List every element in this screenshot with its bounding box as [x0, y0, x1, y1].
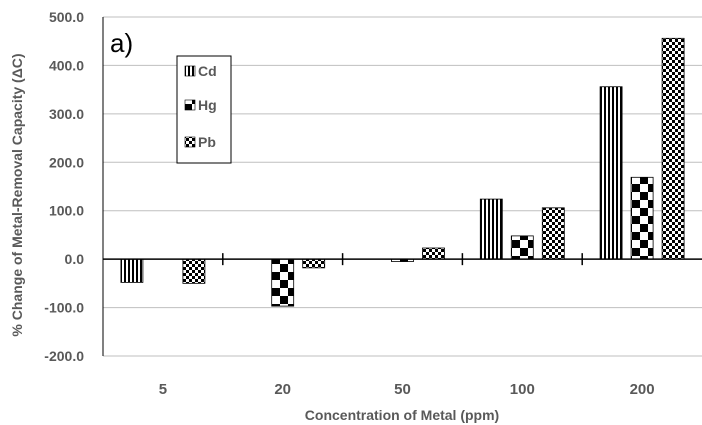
legend-label-pb: Pb	[198, 134, 216, 150]
y-tick-label: 200.0	[49, 154, 84, 170]
y-tick-label: 0.0	[65, 251, 85, 267]
y-tick-label: 300.0	[49, 106, 84, 122]
legend-swatch-pb	[184, 136, 196, 148]
bar-hg-100	[510, 235, 534, 260]
y-tick-label: 400.0	[49, 57, 84, 73]
y-tick-label: -200.0	[44, 348, 84, 364]
axes	[102, 17, 702, 356]
x-axis-title: Concentration of Metal (ppm)	[305, 407, 499, 423]
legend-label-hg: Hg	[198, 97, 217, 113]
y-axis-title: % Change of Metal-Removal Capacity (ΔC)	[9, 53, 25, 336]
x-tick-labels: 5 20 50 100 200	[159, 381, 655, 398]
y-tick-labels: 500.0 400.0 300.0 200.0 100.0 0.0 -100.0 -200.0	[44, 9, 84, 364]
bar-hg-20	[271, 258, 295, 307]
x-tick-label: 5	[159, 381, 167, 398]
legend-swatch-cd	[184, 65, 196, 77]
x-tick-label: 100	[510, 381, 535, 398]
bar-pb-100	[541, 207, 565, 260]
x-tick-label: 50	[394, 381, 411, 398]
y-tick-label: 500.0	[49, 9, 84, 25]
x-tick-label: 20	[274, 381, 291, 398]
y-tick-label: -100.0	[44, 300, 84, 316]
legend: Cd Hg Pb	[176, 55, 232, 164]
bar-cd-200	[599, 86, 623, 260]
bar-pb-5	[182, 258, 206, 284]
bar-pb-20	[302, 258, 326, 269]
bar-pb-200	[661, 37, 685, 260]
legend-label-cd: Cd	[198, 63, 217, 79]
bar-hg-200	[630, 176, 654, 260]
bar-pb-50	[422, 247, 445, 260]
legend-swatch-hg	[184, 99, 196, 111]
panel-label: a)	[110, 28, 133, 58]
bar-cd-5	[120, 258, 144, 283]
x-tick-label: 200	[630, 381, 655, 398]
y-tick-label: 100.0	[49, 203, 84, 219]
bar-cd-100	[479, 198, 503, 260]
